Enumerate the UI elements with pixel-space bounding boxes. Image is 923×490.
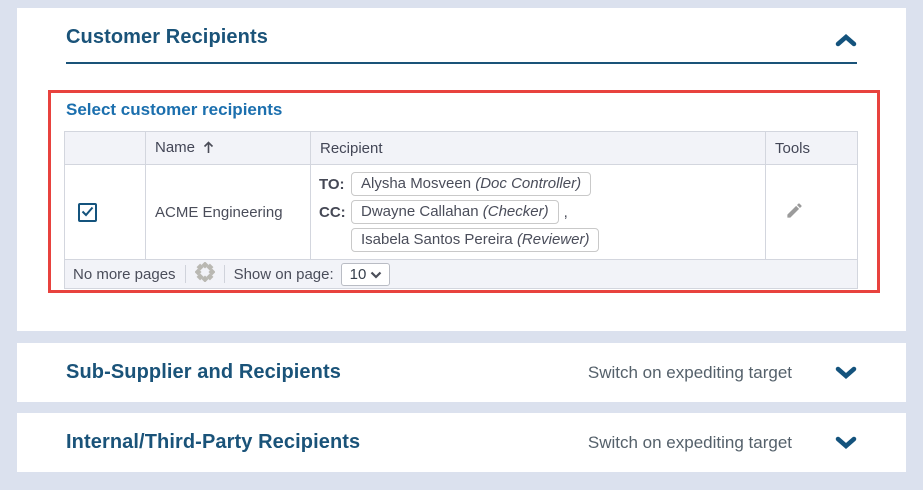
title-divider <box>66 62 857 64</box>
highlighted-panel: Select customer recipients Name Recipien… <box>48 90 880 293</box>
select-column-header <box>64 131 146 165</box>
section-title-customer: Customer Recipients <box>66 26 268 48</box>
to-label: TO: <box>319 176 345 193</box>
cc-row: CC: Dwayne Callahan (Checker) , <box>319 200 757 224</box>
page-size-value: 10 <box>349 265 367 283</box>
footer-divider <box>223 265 225 283</box>
checkmark-icon <box>81 204 94 221</box>
row-checkbox[interactable] <box>78 202 97 222</box>
customer-recipients-table: Name Recipient Tools ACME Engine <box>64 131 858 289</box>
section-title-sub-supplier: Sub-Supplier and Recipients <box>66 361 341 383</box>
tools-column-header: Tools <box>765 131 858 165</box>
chevron-down-icon <box>370 266 382 283</box>
recipient-chip[interactable]: Dwayne Callahan (Checker) <box>351 200 559 224</box>
panel-title: Select customer recipients <box>66 100 283 119</box>
cc-row-continued: Isabela Santos Pereira (Reviewer) <box>319 228 757 252</box>
row-select-cell <box>64 164 146 260</box>
show-on-page-label: Show on page: <box>233 265 334 283</box>
chevron-down-icon <box>835 366 857 383</box>
table-footer-row: No more pages <box>64 259 858 289</box>
internal-third-party-section: Internal/Third-Party Recipients Switch o… <box>17 413 906 472</box>
chevron-down-icon <box>835 436 857 453</box>
name-column-header[interactable]: Name <box>145 131 311 165</box>
pagination-status: No more pages <box>73 265 176 283</box>
to-row: TO: Alysha Mosveen (Doc Controller) <box>319 172 757 196</box>
expediting-target-hint: Switch on expediting target <box>587 362 792 382</box>
cc-label: CC: <box>319 204 346 221</box>
section-title-internal: Internal/Third-Party Recipients <box>66 431 361 453</box>
sub-supplier-section: Sub-Supplier and Recipients Switch on ex… <box>17 343 906 402</box>
company-name-cell: ACME Engineering <box>145 164 311 260</box>
pencil-icon <box>785 202 804 223</box>
expand-internal-button[interactable] <box>835 435 857 450</box>
recipient-cell: TO: Alysha Mosveen (Doc Controller) CC: … <box>310 164 766 260</box>
recipient-column-header: Recipient <box>310 131 766 165</box>
expediting-target-hint: Switch on expediting target <box>587 432 792 452</box>
collapse-customer-button[interactable] <box>835 33 857 48</box>
expand-sub-supplier-button[interactable] <box>835 365 857 380</box>
loading-spinner-icon <box>194 261 216 286</box>
footer-divider <box>184 265 186 283</box>
table-header-row: Name Recipient Tools <box>64 131 858 165</box>
cc-label-spacer <box>319 228 351 232</box>
tools-cell <box>765 164 858 260</box>
page-size-select[interactable]: 10 <box>340 262 390 286</box>
recipient-chip[interactable]: Alysha Mosveen (Doc Controller) <box>351 172 592 196</box>
edit-button[interactable] <box>785 201 804 223</box>
sort-ascending-icon <box>203 140 214 158</box>
chip-separator: , <box>563 204 568 221</box>
table-row: ACME Engineering TO: Alysha Mosveen (Doc… <box>64 164 858 260</box>
chevron-up-icon <box>835 34 857 51</box>
customer-recipients-section: Customer Recipients Select customer reci… <box>17 8 906 331</box>
recipient-chip[interactable]: Isabela Santos Pereira (Reviewer) <box>351 228 600 252</box>
